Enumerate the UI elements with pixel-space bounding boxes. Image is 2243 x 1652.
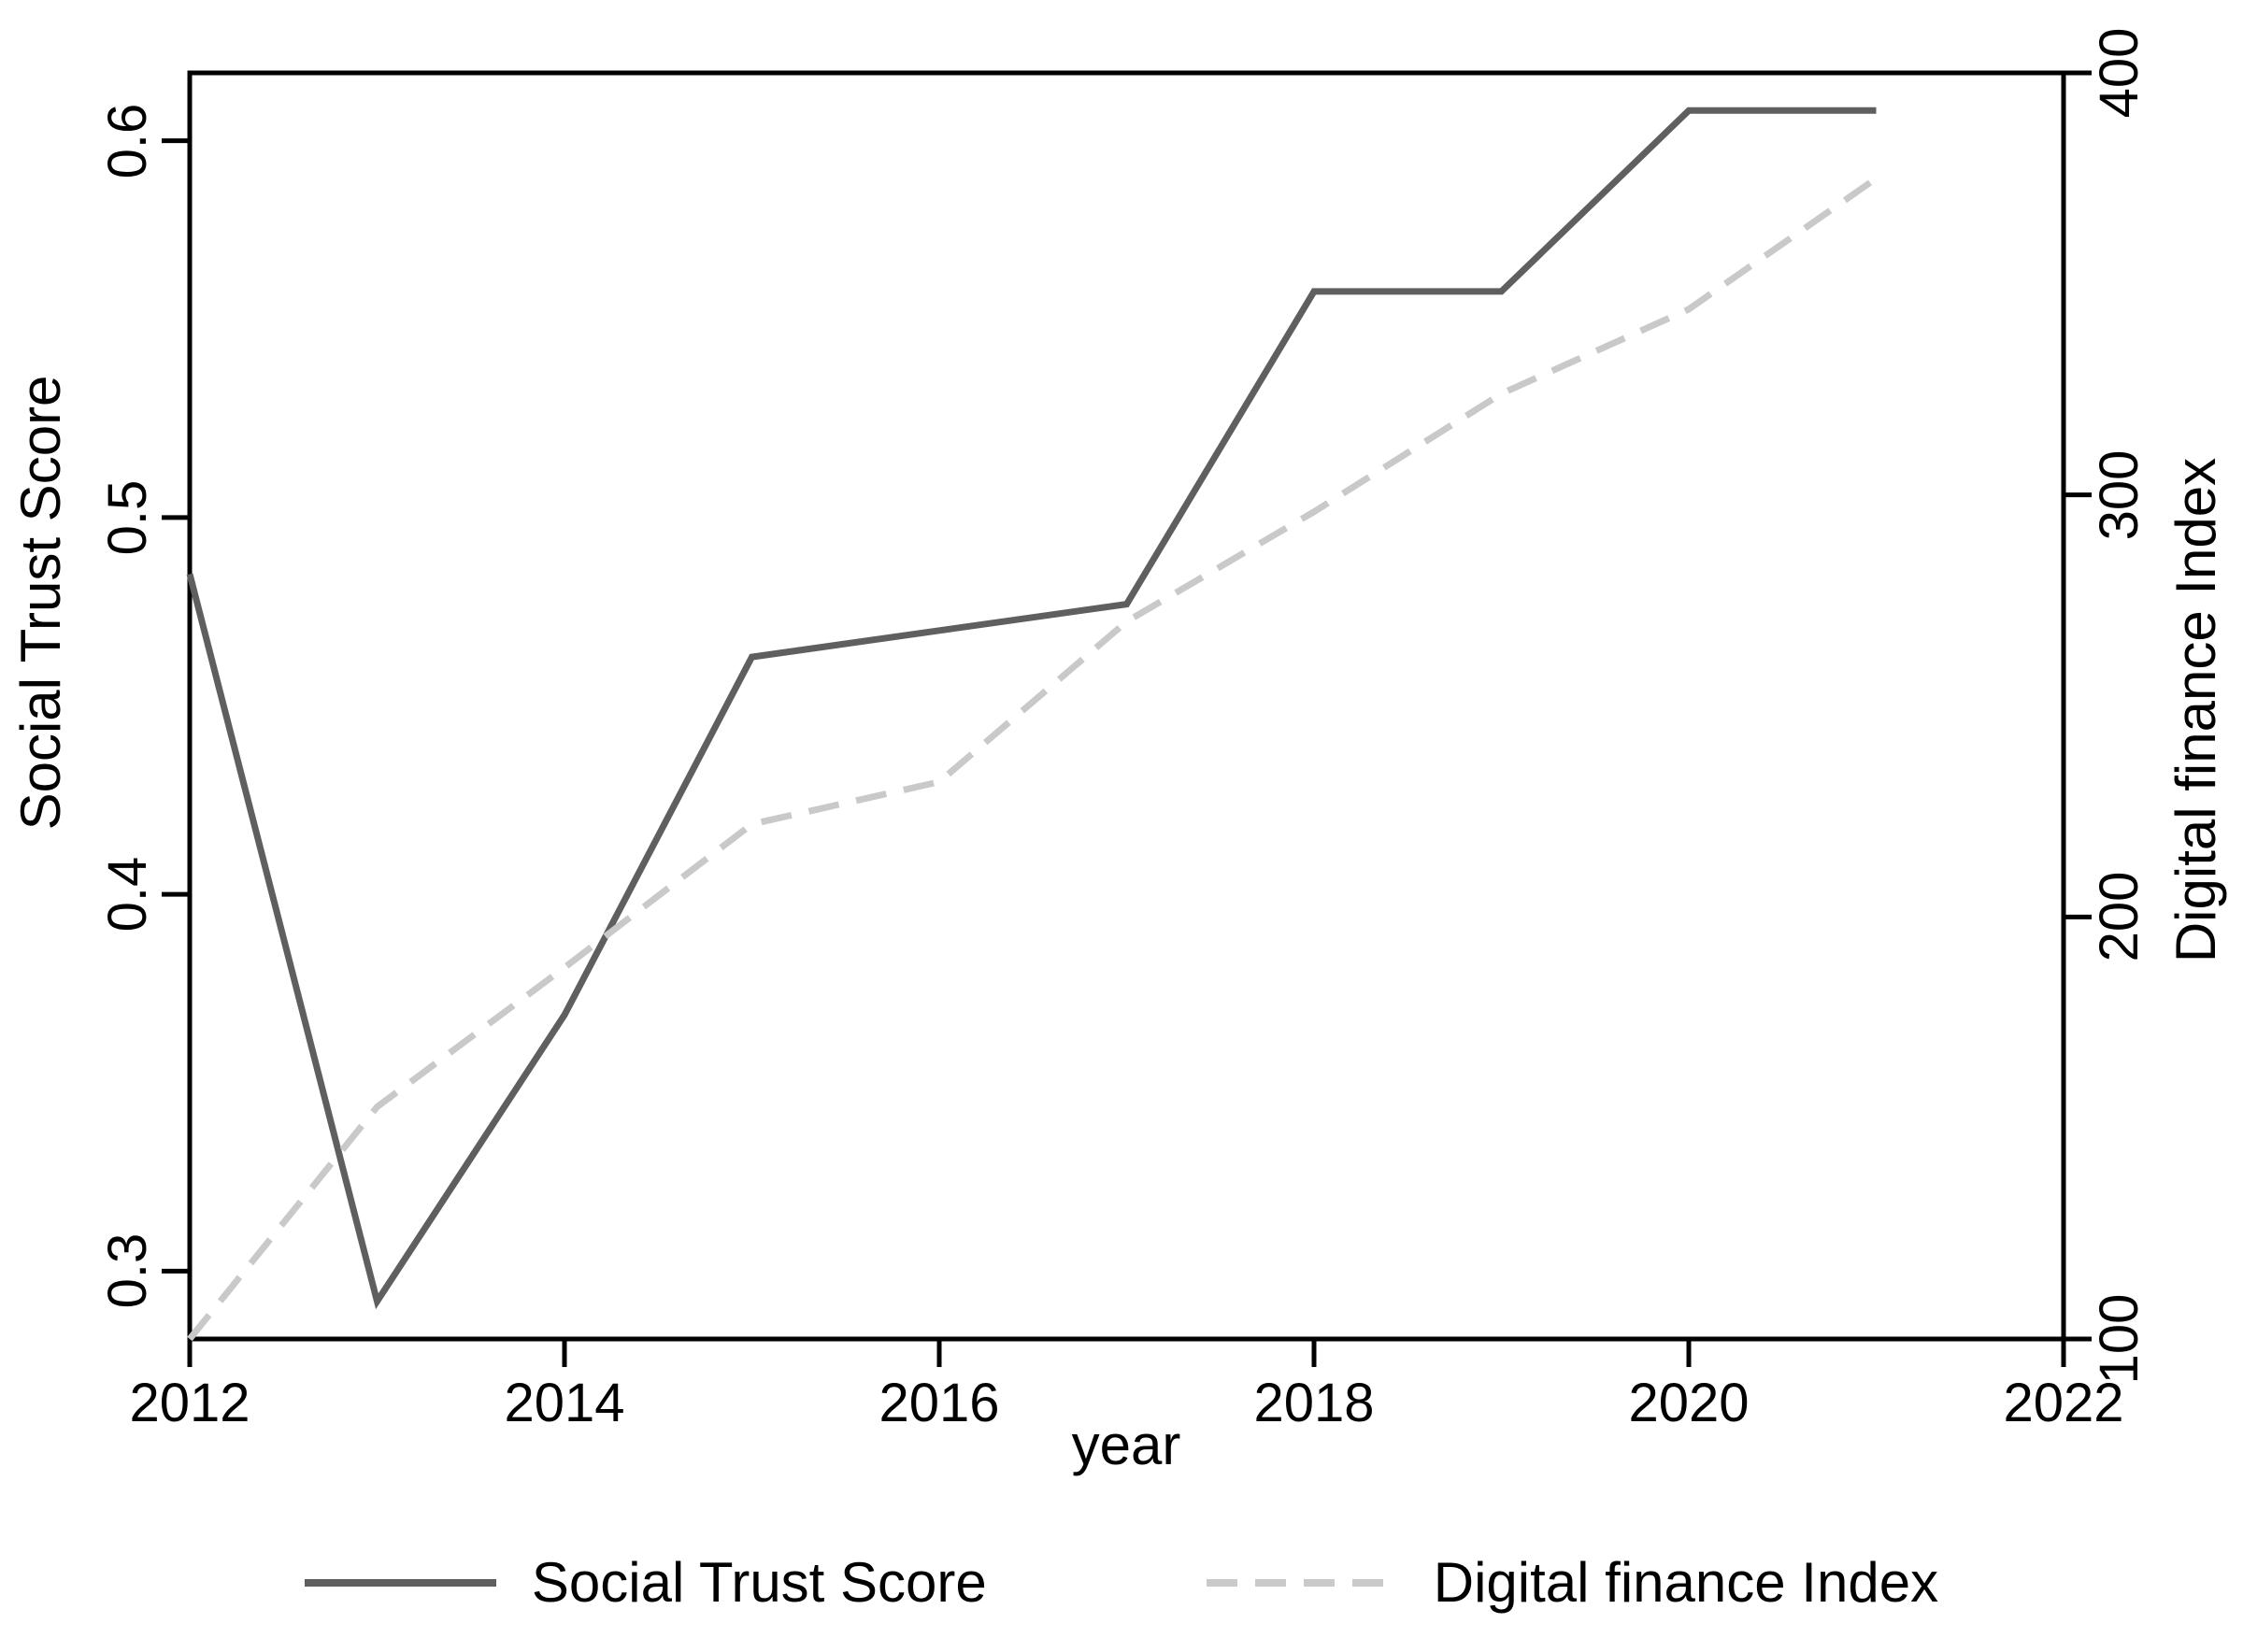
y-tick-label-right-100: 100 [2089,1293,2150,1385]
legend: Social Trust Score Digital finance Index [0,1540,2243,1626]
x-tick-label-2016: 2016 [879,1373,1000,1433]
social-trust-score-line [186,107,1877,1310]
left-axis-title: Social Trust Score [9,375,72,831]
y-tick-label-right-300: 300 [2089,449,2150,541]
x-tick-label-2012: 2012 [129,1373,250,1433]
legend-entry-social-trust-score: Social Trust Score [304,1551,987,1614]
x-tick-label-2022: 2022 [2003,1373,2124,1433]
y-tick-label-left-0.5: 0.5 [97,479,158,556]
y-tick-label-right-400: 400 [2089,27,2150,119]
x-tick-label-2018: 2018 [1253,1373,1375,1433]
legend-entry-digital-finance-index: Digital finance Index [1206,1551,1939,1614]
legend-label-social-trust-score: Social Trust Score [531,1551,987,1614]
y-tick-label-left-0.4: 0.4 [97,856,158,933]
right-axis-title: Digital finance Index [2164,457,2227,963]
plot-frame [187,70,2066,1342]
legend-label-digital-finance-index: Digital finance Index [1433,1551,1939,1614]
x-axis-title: year [1071,1414,1181,1476]
digital-finance-index-line [187,176,1879,1342]
legend-swatch-solid-line [304,1579,496,1587]
x-tick-label-2020: 2020 [1628,1373,1750,1433]
y-tick-label-right-200: 200 [2089,871,2150,962]
y-tick-label-left-0.6: 0.6 [97,103,158,178]
legend-swatch-dashed-line [1206,1579,1398,1587]
y-tick-label-left-0.3: 0.3 [97,1233,158,1309]
x-tick-label-2014: 2014 [504,1373,625,1433]
